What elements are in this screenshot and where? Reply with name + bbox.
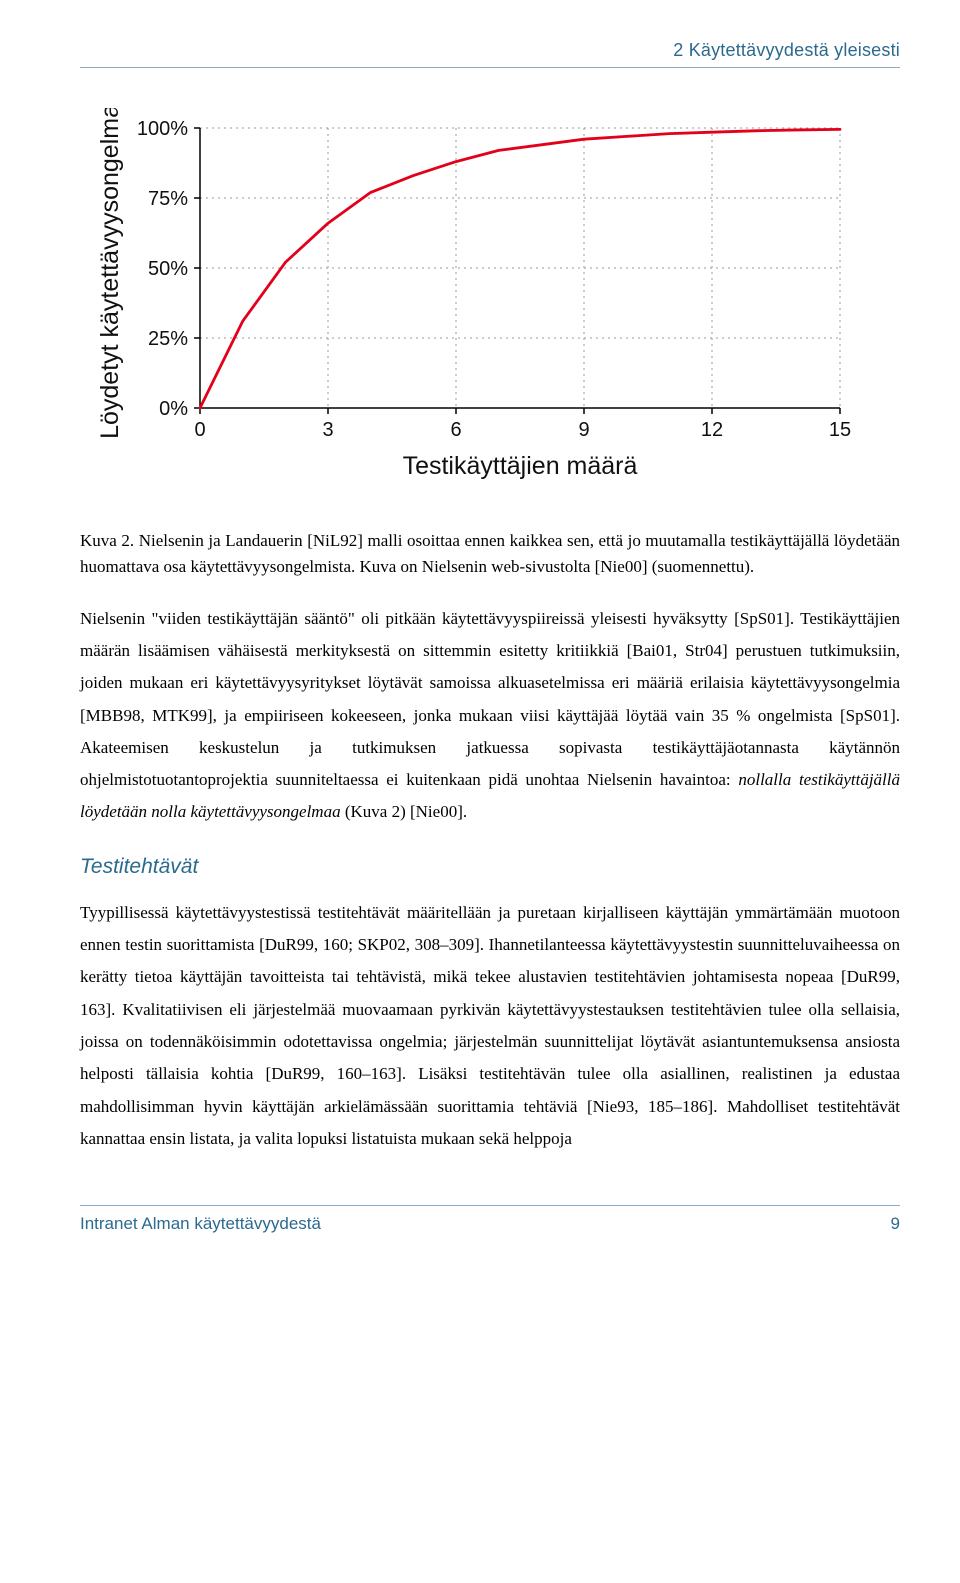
caption-text: Nielsenin ja Landauerin [NiL92] malli os… bbox=[80, 531, 900, 576]
svg-text:Testikäyttäjien määrä: Testikäyttäjien määrä bbox=[403, 452, 638, 480]
paragraph-1-b: (Kuva 2) [Nie00]. bbox=[341, 802, 468, 821]
paragraph-1: Nielsenin "viiden testikäyttäjän sääntö"… bbox=[80, 603, 900, 829]
paragraph-2: Tyypillisessä käytettävyystestissä testi… bbox=[80, 897, 900, 1155]
running-header: 2 Käytettävyydestä yleisesti bbox=[80, 40, 900, 68]
svg-text:9: 9 bbox=[578, 419, 589, 441]
svg-text:0: 0 bbox=[194, 419, 205, 441]
svg-text:0%: 0% bbox=[159, 398, 188, 420]
paragraph-1-a: Nielsenin "viiden testikäyttäjän sääntö"… bbox=[80, 609, 900, 789]
usability-curve-chart: 0 3 6 9 12 15 0% 25% 50% 75% 100% Testikäyttäjien m… bbox=[90, 108, 870, 488]
footer-left: Intranet Alman käytettävyydestä bbox=[80, 1214, 321, 1234]
svg-text:Löydetyt käytettävyysongelmat: Löydetyt käytettävyysongelmat bbox=[96, 108, 124, 439]
svg-text:15: 15 bbox=[829, 419, 851, 441]
page-footer: Intranet Alman käytettävyydestä 9 bbox=[80, 1205, 900, 1234]
figure-chart: 0 3 6 9 12 15 0% 25% 50% 75% 100% Testikäyttäjien m… bbox=[80, 108, 900, 493]
footer-page-number: 9 bbox=[891, 1214, 900, 1234]
section-heading-testitehtavat: Testitehtävät bbox=[80, 855, 900, 879]
svg-text:50%: 50% bbox=[148, 258, 188, 280]
svg-text:100%: 100% bbox=[137, 118, 188, 140]
svg-text:75%: 75% bbox=[148, 188, 188, 210]
caption-lead: Kuva 2. bbox=[80, 531, 134, 550]
svg-text:6: 6 bbox=[450, 419, 461, 441]
svg-text:25%: 25% bbox=[148, 328, 188, 350]
svg-text:12: 12 bbox=[701, 419, 723, 441]
svg-text:3: 3 bbox=[322, 419, 333, 441]
figure-caption: Kuva 2. Nielsenin ja Landauerin [NiL92] … bbox=[80, 528, 900, 581]
